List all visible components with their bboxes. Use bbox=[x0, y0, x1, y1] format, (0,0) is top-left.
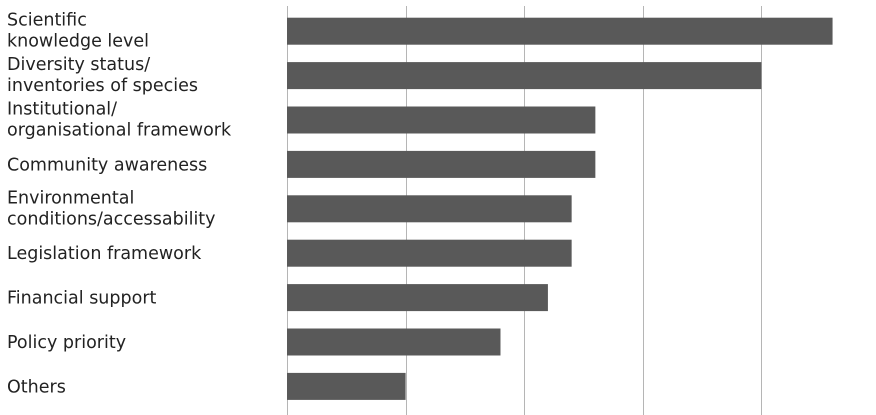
category-label-line: Legislation framework bbox=[7, 244, 202, 264]
category-label-line: conditions/accessability bbox=[7, 209, 216, 229]
bar-8 bbox=[287, 372, 406, 400]
category-label-line: inventories of species bbox=[7, 76, 198, 96]
category-label-3: Community awareness bbox=[7, 155, 207, 175]
bar-2 bbox=[287, 106, 596, 134]
category-label-line: organisational framework bbox=[7, 121, 232, 141]
category-label-8: Others bbox=[7, 377, 66, 397]
bar-layer bbox=[287, 17, 833, 400]
bar-3 bbox=[287, 150, 596, 178]
category-label-0: Scientific knowledge level bbox=[7, 11, 149, 52]
category-label-7: Policy priority bbox=[7, 333, 126, 353]
category-label-6: Financial support bbox=[7, 289, 157, 309]
category-label-line: Institutional/ bbox=[7, 100, 117, 120]
bar-4 bbox=[287, 195, 572, 223]
category-label-line: Environmental bbox=[7, 188, 134, 208]
category-label-line: Policy priority bbox=[7, 333, 126, 353]
category-label-line: knowledge level bbox=[7, 32, 149, 52]
category-label-4: Environmental conditions/accessability bbox=[7, 188, 216, 229]
category-label-line: Scientific bbox=[7, 11, 87, 31]
bar-0 bbox=[287, 17, 833, 45]
category-label-line: Others bbox=[7, 377, 66, 397]
category-label-5: Legislation framework bbox=[7, 244, 202, 264]
category-label-line: Diversity status/ bbox=[7, 55, 150, 75]
bar-6 bbox=[287, 284, 548, 312]
category-label-2: Institutional/organisational framework bbox=[7, 100, 232, 141]
category-label-line: Community awareness bbox=[7, 155, 207, 175]
bar-7 bbox=[287, 328, 501, 356]
bar-5 bbox=[287, 239, 572, 267]
bar-1 bbox=[287, 62, 762, 90]
category-label-1: Diversity status/inventories of species bbox=[7, 55, 198, 96]
category-label-line: Financial support bbox=[7, 289, 157, 309]
